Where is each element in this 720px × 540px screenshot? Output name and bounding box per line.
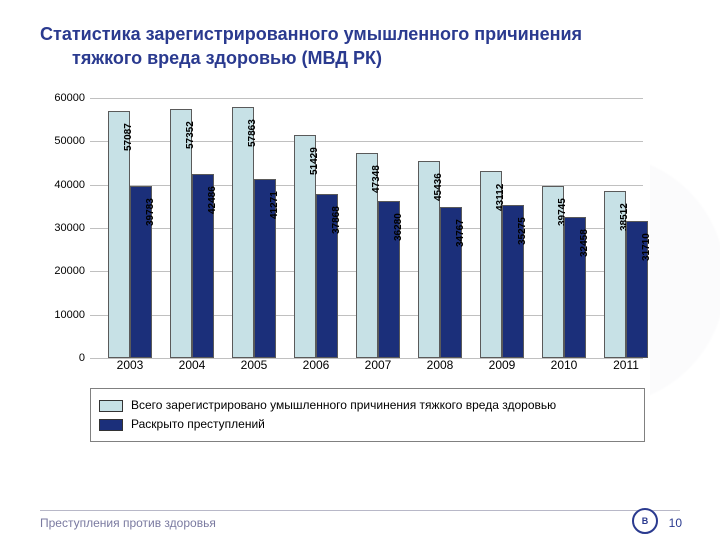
title-line-2: тяжкого вреда здоровью (МВД РК) <box>40 46 680 70</box>
bar-value-label: 34767 <box>455 220 466 248</box>
y-tick: 10000 <box>54 309 85 321</box>
y-tick: 50000 <box>54 135 85 147</box>
y-tick: 40000 <box>54 179 85 191</box>
plot-area: 5708739783573524248657863412715142937868… <box>90 98 645 358</box>
legend-label-b: Раскрыто преступлений <box>131 416 265 433</box>
x-tick-label: 2009 <box>489 358 516 372</box>
bar-value-label: 41271 <box>269 191 280 219</box>
bar-value-label: 45436 <box>433 173 444 201</box>
bar-value-label: 32458 <box>579 230 590 258</box>
bar-group: 5786341271 <box>232 98 276 358</box>
legend-swatch-b <box>99 419 123 431</box>
y-axis: 0100002000030000400005000060000 <box>45 98 87 358</box>
x-tick-label: 2011 <box>613 358 639 372</box>
bar-group: 5735242486 <box>170 98 214 358</box>
x-axis: 2003 2004 2005 2006 2007 2008 2009 2010 2011 <box>90 358 645 376</box>
bar-value-label: 39783 <box>145 198 156 226</box>
y-tick: 20000 <box>54 265 85 277</box>
legend-swatch-a <box>99 400 123 412</box>
legend-item-registered: Всего зарегистрировано умышленного причи… <box>99 397 636 414</box>
bar-value-label: 31710 <box>641 233 652 261</box>
footer-divider <box>40 510 680 511</box>
bar-group: 5708739783 <box>108 98 152 358</box>
slide: { "title": { "line1": "Статистика зареги… <box>0 0 720 540</box>
legend: Всего зарегистрировано умышленного причи… <box>90 388 645 442</box>
bar-value-label: 42486 <box>207 186 218 214</box>
x-tick-label: 2007 <box>365 358 392 372</box>
x-tick-label: 2008 <box>427 358 454 372</box>
x-tick-label: 2005 <box>241 358 268 372</box>
bar-value-label: 37868 <box>331 206 342 234</box>
x-tick-label: 2004 <box>179 358 206 372</box>
legend-item-solved: Раскрыто преступлений <box>99 416 636 433</box>
y-tick: 60000 <box>54 92 85 104</box>
footer-text: Преступления против здоровья <box>40 516 216 530</box>
title-line-1: Статистика зарегистрированного умышленно… <box>40 24 582 44</box>
bar-value-label: 51429 <box>309 147 320 175</box>
bar-group: 4543634767 <box>418 98 462 358</box>
footer: Преступления против здоровья В 10 <box>0 510 720 540</box>
bar-value-label: 47348 <box>371 165 382 193</box>
x-tick-label: 2006 <box>303 358 330 372</box>
x-tick-label: 2003 <box>117 358 144 372</box>
bar-group: 4734836280 <box>356 98 400 358</box>
bar-group: 5142937868 <box>294 98 338 358</box>
legend-label-a: Всего зарегистрировано умышленного причи… <box>131 397 556 414</box>
bar-group: 4311235275 <box>480 98 524 358</box>
chart-container: 0100002000030000400005000060000 57087397… <box>45 88 650 468</box>
footer-logo: В <box>632 508 658 534</box>
y-tick: 0 <box>79 352 85 364</box>
bar-value-label: 57863 <box>247 119 258 147</box>
bar-group: 3851231710 <box>604 98 648 358</box>
bar-group: 3974532458 <box>542 98 586 358</box>
bar-value-label: 57352 <box>185 122 196 150</box>
bar-value-label: 35275 <box>517 217 528 245</box>
page-number: 10 <box>669 516 682 530</box>
slide-title: Статистика зарегистрированного умышленно… <box>40 22 680 71</box>
y-tick: 30000 <box>54 222 85 234</box>
bar-value-label: 36280 <box>393 213 404 241</box>
x-tick-label: 2010 <box>551 358 578 372</box>
bar-value-label: 57087 <box>123 123 134 151</box>
